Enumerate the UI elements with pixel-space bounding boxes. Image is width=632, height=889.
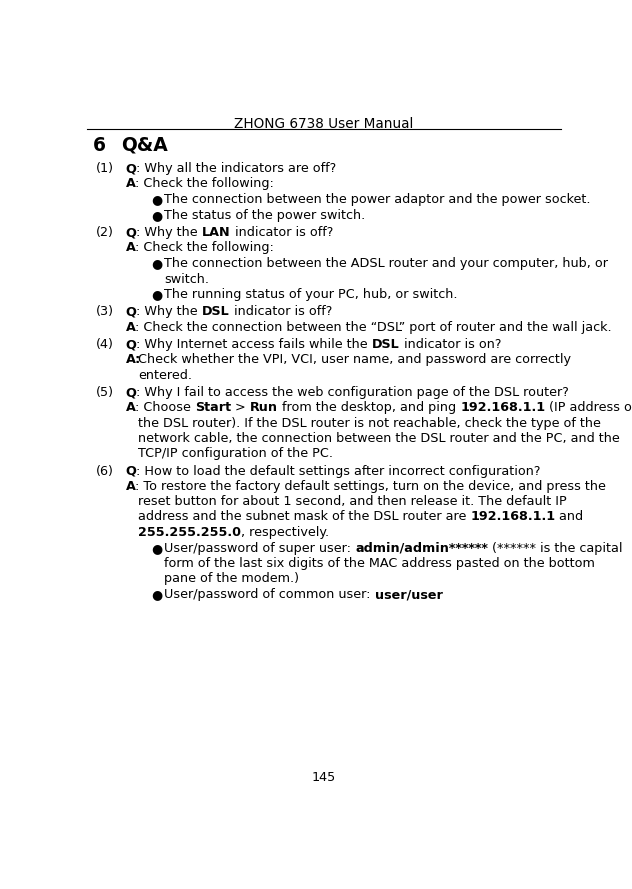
- Text: ●: ●: [151, 589, 162, 601]
- Text: DSL: DSL: [202, 306, 230, 318]
- Text: 255.255.255.0: 255.255.255.0: [138, 525, 241, 539]
- Text: pane of the modem.): pane of the modem.): [164, 573, 299, 585]
- Text: User/password of super user:: User/password of super user:: [164, 541, 355, 555]
- Text: The connection between the power adaptor and the power socket.: The connection between the power adaptor…: [164, 194, 591, 206]
- Text: A: A: [126, 402, 135, 414]
- Text: user/user: user/user: [375, 589, 442, 601]
- Text: (1): (1): [96, 162, 114, 175]
- Text: ●: ●: [151, 288, 162, 300]
- Text: (4): (4): [96, 338, 114, 351]
- Text: 192.168.1.1: 192.168.1.1: [460, 402, 545, 414]
- Text: (****** is the capital: (****** is the capital: [488, 541, 623, 555]
- Text: 145: 145: [312, 771, 336, 784]
- Text: Q: Q: [126, 386, 137, 399]
- Text: Q: Q: [126, 338, 137, 351]
- Text: >: >: [231, 402, 250, 414]
- Text: reset button for about 1 second, and then release it. The default IP: reset button for about 1 second, and the…: [138, 495, 567, 509]
- Text: switch.: switch.: [164, 273, 209, 285]
- Text: : Choose: : Choose: [135, 402, 195, 414]
- Text: entered.: entered.: [138, 369, 192, 381]
- Text: The running status of your PC, hub, or switch.: The running status of your PC, hub, or s…: [164, 288, 458, 300]
- Text: : Why I fail to access the web configuration page of the DSL router?: : Why I fail to access the web configura…: [137, 386, 569, 399]
- Text: : Check the following:: : Check the following:: [135, 242, 274, 254]
- Text: Check whether the VPI, VCI, user name, and password are correctly: Check whether the VPI, VCI, user name, a…: [138, 354, 571, 366]
- Text: ●: ●: [151, 258, 162, 270]
- Text: : Why the: : Why the: [137, 226, 202, 239]
- Text: Start: Start: [195, 402, 231, 414]
- Text: A: A: [126, 480, 135, 493]
- Text: (2): (2): [96, 226, 114, 239]
- Text: (5): (5): [96, 386, 114, 399]
- Text: Q: Q: [126, 162, 137, 175]
- Text: A: A: [126, 242, 135, 254]
- Text: (6): (6): [96, 465, 114, 477]
- Text: admin/admin******: admin/admin******: [355, 541, 488, 555]
- Text: indicator is on?: indicator is on?: [400, 338, 501, 351]
- Text: TCP/IP configuration of the PC.: TCP/IP configuration of the PC.: [138, 447, 333, 461]
- Text: Q: Q: [126, 226, 137, 239]
- Text: from the desktop, and ping: from the desktop, and ping: [278, 402, 460, 414]
- Text: (IP address of: (IP address of: [545, 402, 632, 414]
- Text: 6: 6: [93, 136, 106, 155]
- Text: ZHONG 6738 User Manual: ZHONG 6738 User Manual: [234, 117, 413, 132]
- Text: and: and: [556, 510, 583, 524]
- Text: indicator is off?: indicator is off?: [231, 226, 333, 239]
- Text: ●: ●: [151, 194, 162, 206]
- Text: The connection between the ADSL router and your computer, hub, or: The connection between the ADSL router a…: [164, 258, 608, 270]
- Text: ●: ●: [151, 209, 162, 221]
- Text: 192.168.1.1: 192.168.1.1: [470, 510, 556, 524]
- Text: indicator is off?: indicator is off?: [230, 306, 332, 318]
- Text: address and the subnet mask of the DSL router are: address and the subnet mask of the DSL r…: [138, 510, 470, 524]
- Text: : To restore the factory default settings, turn on the device, and press the: : To restore the factory default setting…: [135, 480, 606, 493]
- Text: network cable, the connection between the DSL router and the PC, and the: network cable, the connection between th…: [138, 432, 619, 445]
- Text: , respectively.: , respectively.: [241, 525, 329, 539]
- Text: DSL: DSL: [372, 338, 400, 351]
- Text: Q&A: Q&A: [121, 136, 168, 155]
- Text: the DSL router). If the DSL router is not reachable, check the type of the: the DSL router). If the DSL router is no…: [138, 417, 601, 429]
- Text: form of the last six digits of the MAC address pasted on the bottom: form of the last six digits of the MAC a…: [164, 557, 595, 570]
- Text: : Check the following:: : Check the following:: [135, 178, 274, 190]
- Text: (3): (3): [96, 306, 114, 318]
- Text: LAN: LAN: [202, 226, 231, 239]
- Text: Q: Q: [126, 306, 137, 318]
- Text: The status of the power switch.: The status of the power switch.: [164, 209, 365, 221]
- Text: : Why Internet access fails while the: : Why Internet access fails while the: [137, 338, 372, 351]
- Text: ●: ●: [151, 541, 162, 555]
- Text: Run: Run: [250, 402, 278, 414]
- Text: A:: A:: [126, 354, 141, 366]
- Text: : How to load the default settings after incorrect configuration?: : How to load the default settings after…: [137, 465, 541, 477]
- Text: Q: Q: [126, 465, 137, 477]
- Text: : Why all the indicators are off?: : Why all the indicators are off?: [137, 162, 337, 175]
- Text: User/password of common user:: User/password of common user:: [164, 589, 375, 601]
- Text: : Why the: : Why the: [137, 306, 202, 318]
- Text: : Check the connection between the “DSL” port of router and the wall jack.: : Check the connection between the “DSL”…: [135, 321, 612, 333]
- Text: A: A: [126, 321, 135, 333]
- Text: A: A: [126, 178, 135, 190]
